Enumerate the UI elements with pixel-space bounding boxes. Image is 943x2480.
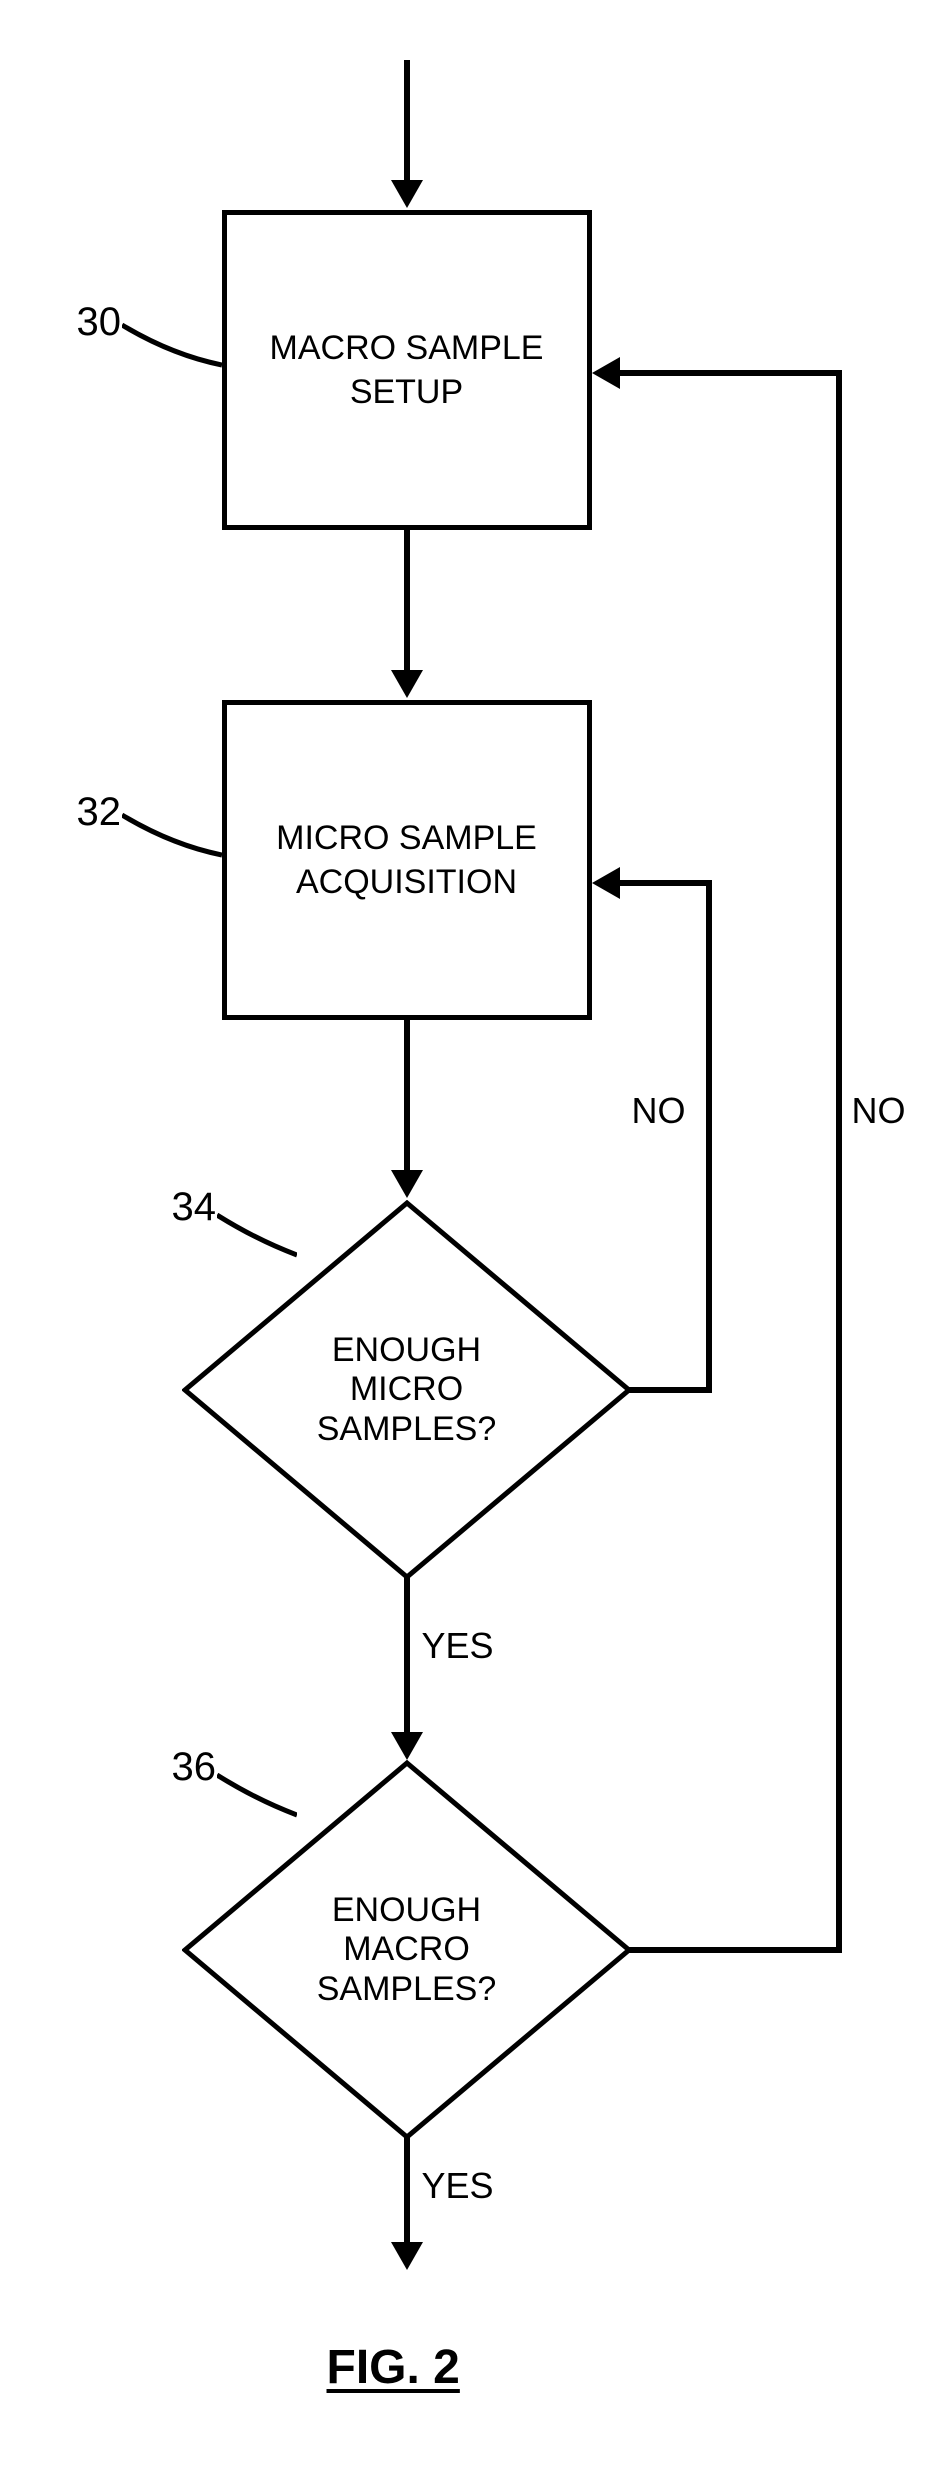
node-32-label: MICRO SAMPLEACQUISITION: [276, 816, 537, 904]
node-36-label: ENOUGHMACROSAMPLES?: [317, 1891, 497, 2008]
arrow-34-36: [404, 1577, 410, 1732]
flowchart-canvas: MACRO SAMPLESETUP 30 MICRO SAMPLEACQUISI…: [22, 40, 922, 2440]
arrowhead-36-exit: [391, 2242, 423, 2270]
ref-32: 32: [77, 790, 122, 835]
ref-36-leader: [217, 1765, 297, 1820]
arrow-34-no-v: [706, 880, 712, 1393]
node-34-label: ENOUGHMICROSAMPLES?: [317, 1331, 497, 1448]
arrow-36-no-v: [836, 370, 842, 1953]
ref-36: 36: [172, 1745, 217, 1790]
arrow-36-no-h1: [629, 1947, 842, 1953]
arrowhead-34-no: [592, 867, 620, 899]
arrow-34-no-h1: [629, 1387, 712, 1393]
arrowhead-entry: [391, 180, 423, 208]
arrow-entry: [404, 60, 410, 180]
arrowhead-34-36: [391, 1732, 423, 1760]
label-yes-1: YES: [422, 1625, 494, 1667]
node-micro-sample-acquisition: MICRO SAMPLEACQUISITION: [222, 700, 592, 1020]
arrow-32-34: [404, 1020, 410, 1170]
arrow-36-exit: [404, 2137, 410, 2242]
ref-30: 30: [77, 300, 122, 345]
ref-30-leader: [122, 310, 222, 370]
arrowhead-32-34: [391, 1170, 423, 1198]
arrow-34-no-h2: [620, 880, 712, 886]
figure-title: FIG. 2: [327, 2340, 460, 2395]
arrowhead-36-no: [592, 357, 620, 389]
label-no-1: NO: [632, 1090, 686, 1132]
label-no-2: NO: [852, 1090, 906, 1132]
arrowhead-30-32: [391, 670, 423, 698]
arrow-36-no-h2: [620, 370, 842, 376]
node-30-label: MACRO SAMPLESETUP: [270, 326, 544, 414]
ref-32-leader: [122, 800, 222, 860]
node-macro-sample-setup: MACRO SAMPLESETUP: [222, 210, 592, 530]
arrow-30-32: [404, 530, 410, 670]
ref-34: 34: [172, 1185, 217, 1230]
ref-34-leader: [217, 1205, 297, 1260]
label-yes-2: YES: [422, 2165, 494, 2207]
